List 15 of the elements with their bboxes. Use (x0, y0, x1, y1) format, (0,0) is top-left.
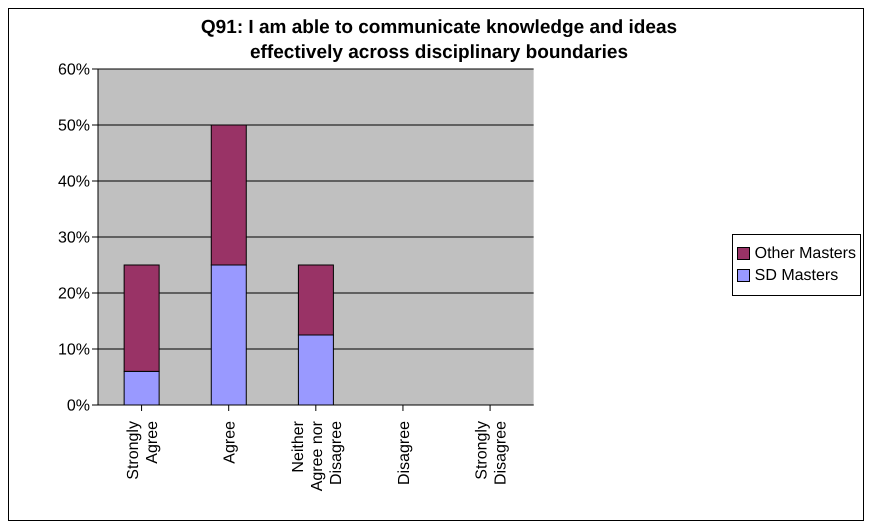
x-tick-label: Strongly Disagree (474, 420, 510, 486)
legend-label: Other Masters (754, 244, 856, 262)
x-tick-label: Neither Agree nor Disagree (290, 420, 345, 492)
x-tick-label: Disagree (396, 420, 413, 486)
y-tick-label: 0% (66, 398, 90, 415)
chart-title: Q91: I am able to communicate knowledge and ideas effectively across disciplinary boundaries (200, 16, 678, 65)
x-tick-label: Strongly Agree (125, 420, 162, 480)
legend-label: SD Masters (754, 266, 838, 284)
y-tick-label: 50% (58, 118, 90, 135)
y-tick-label: 20% (58, 286, 90, 303)
y-tick-label: 10% (58, 342, 90, 359)
y-tick-label: 30% (58, 230, 90, 247)
x-tick-label: Agree (222, 420, 239, 464)
y-tick-label: 40% (58, 174, 90, 191)
y-tick-label: 60% (58, 62, 90, 79)
